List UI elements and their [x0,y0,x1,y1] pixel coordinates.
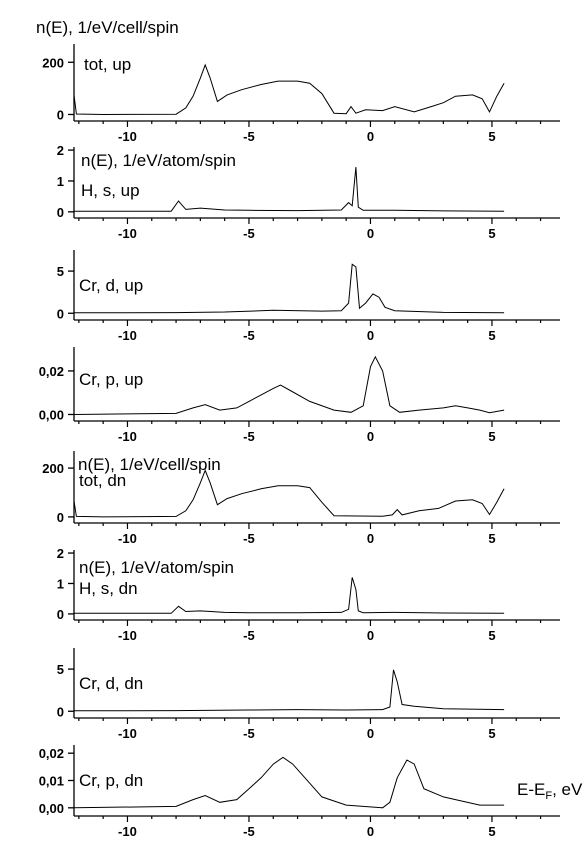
y-tick-label: 1 [57,576,64,591]
x-tick-label: -10 [118,824,137,839]
x-tick-label: 5 [488,628,495,643]
x-tick-label: 5 [488,429,495,444]
panel-6: 2 1 0 -10 -5 0 5 H, s, dn n(E), 1/eV/atom/spin [57,546,560,643]
y-tick-label: 0 [57,306,64,321]
panel-axis-title: n(E), 1/eV/cell/spin [78,455,221,474]
panel-4: 0,02 0,00 -10 -5 0 5 Cr, p, up [39,347,560,444]
panel-1: 200 0 -10 -5 0 5 tot, up [42,44,560,144]
x-tick-label: -10 [118,129,137,144]
x-tick-label: -10 [118,226,137,241]
x-axis-label: E-EF, eV [517,780,583,802]
y-tick-label: 0 [57,510,64,525]
y-tick-label: 0 [57,607,64,622]
y-tick-label: 2 [57,143,64,158]
x-tick-label: 5 [488,226,495,241]
x-tick-label: 0 [367,531,374,546]
y-tick-label: 5 [57,662,64,677]
x-tick-label: 0 [367,429,374,444]
y-tick-label: 0,02 [39,746,64,761]
x-tick-label: 5 [488,328,495,343]
y-tick-label: 5 [57,264,64,279]
x-tick-label: 0 [367,824,374,839]
x-tick-label: -5 [243,531,255,546]
x-tick-label: -10 [118,531,137,546]
panel-axis-title: n(E), 1/eV/atom/spin [79,558,234,577]
dos-curve [73,756,505,809]
x-tick-label: 0 [367,226,374,241]
dos-curve [73,263,505,314]
dos-curve [73,355,505,415]
dos-curve [74,167,505,212]
panel-axis-title: n(E), 1/eV/atom/spin [81,151,236,170]
y-tick-label: 0 [57,107,64,122]
x-tick-label: -5 [243,824,255,839]
x-axis-label-sub: F [545,790,552,802]
y-tick-label: 0,00 [39,407,64,422]
panel-label: tot, dn [79,471,126,490]
x-tick-label: 5 [488,824,495,839]
panel-7: 5 0 -10 -5 0 5 Cr, d, dn [57,648,560,741]
x-tick-label: 5 [488,726,495,741]
x-tick-label: -10 [118,726,137,741]
x-tick-label: -5 [243,429,255,444]
panel-label: H, s, dn [79,579,138,598]
x-tick-label: 0 [367,129,374,144]
x-tick-label: -10 [118,429,137,444]
x-tick-label: 0 [367,328,374,343]
x-tick-label: -5 [243,328,255,343]
x-tick-label: 5 [488,129,495,144]
y-tick-label: 0 [57,704,64,719]
y-tick-label: 200 [42,461,64,476]
x-tick-label: 5 [488,531,495,546]
x-axis-label-unit: , eV [552,780,583,799]
y-tick-label: 0,00 [39,801,64,816]
x-tick-label: -5 [243,726,255,741]
y-tick-label: 200 [42,55,64,70]
panel-label: tot, up [84,55,131,74]
x-tick-label: 0 [367,726,374,741]
x-tick-label: -5 [243,226,255,241]
x-axis-label-text: E-E [517,780,545,799]
x-tick-label: -5 [243,628,255,643]
y-tick-label: 0,01 [39,774,64,789]
x-tick-label: 0 [367,628,374,643]
dos-curve [74,577,505,614]
panel-5: 200 0 -10 -5 0 5 tot, dnn(E), 1/eV/cell/spin [42,451,560,546]
y-tick-label: 0,02 [39,364,64,379]
panel-label: Cr, p, dn [79,771,143,790]
panel-8: 0,02 0,01 0,00 -10 -5 0 5 Cr, p, dn [39,745,560,839]
dos-curve [73,669,505,712]
y-tick-label: 0 [57,205,64,220]
y-tick-label: 2 [57,546,64,561]
panel-label: H, s, up [81,181,140,200]
x-tick-label: -10 [118,628,137,643]
figure-title: n(E), 1/eV/cell/spin [36,18,179,37]
panel-2: 2 1 0 -10 -5 0 5 H, s, up n(E), 1/eV/atom/spin [57,143,560,241]
y-tick-label: 1 [57,174,64,189]
dos-curve [73,63,505,116]
panel-label: Cr, d, dn [79,674,143,693]
x-tick-label: -5 [243,129,255,144]
panel-3: 5 0 -10 -5 0 5 Cr, d, up [57,250,560,343]
panel-label: Cr, d, up [79,276,143,295]
x-tick-label: -10 [118,328,137,343]
dos-curve [73,469,505,518]
panel-label: Cr, p, up [79,370,143,389]
